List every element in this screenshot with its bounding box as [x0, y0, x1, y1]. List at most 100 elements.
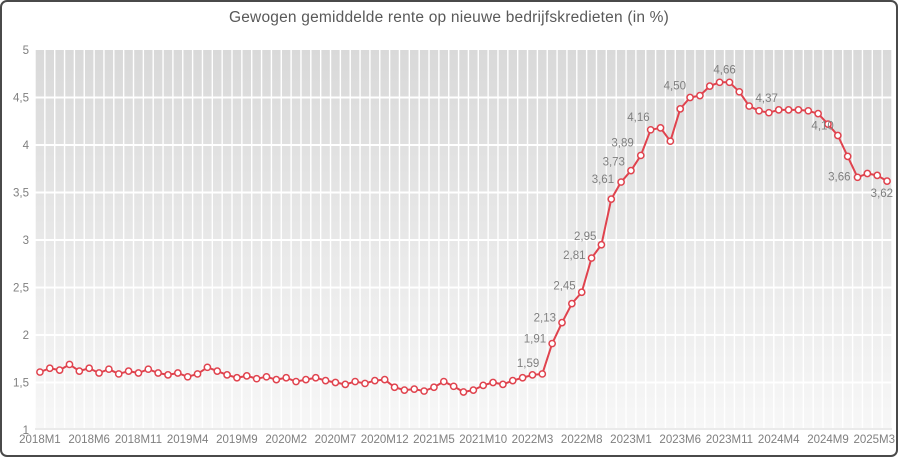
data-point-marker [469, 386, 478, 394]
x-axis-tick-label: 2023M11 [706, 434, 753, 446]
data-point-marker [499, 380, 507, 389]
data-point-marker [311, 373, 320, 382]
data-point-marker [410, 385, 419, 393]
data-point-marker [755, 106, 763, 115]
data-point-marker [646, 125, 655, 134]
data-point-marker [449, 382, 458, 391]
data-point-marker [361, 379, 369, 388]
data-point-marker [164, 371, 172, 379]
data-point-marker [508, 376, 517, 385]
data-point-label: 4,66 [713, 64, 735, 76]
x-axis-tick-label: 2022M3 [512, 434, 554, 446]
data-point-marker [203, 363, 212, 372]
data-point-marker [528, 371, 537, 379]
data-point-marker [489, 378, 497, 387]
data-point-label: 1,59 [517, 358, 539, 370]
data-point-label: 3,66 [828, 171, 850, 183]
y-axis-tick-label: 2,5 [13, 283, 29, 295]
x-axis-tick-label: 2021M5 [413, 434, 455, 446]
y-axis-tick-label: 1 [23, 425, 29, 437]
data-point-marker [321, 376, 330, 385]
data-point-marker [873, 171, 882, 180]
data-point-marker [666, 137, 675, 146]
y-axis-tick-label: 3 [23, 235, 29, 247]
data-point-label: 3,62 [871, 188, 893, 200]
data-point-marker [607, 195, 616, 203]
data-point-marker [233, 373, 241, 382]
data-point-marker [45, 364, 54, 373]
x-axis-tick-label: 2018M1 [19, 434, 61, 446]
data-point-marker [430, 383, 438, 392]
data-point-marker [568, 299, 576, 308]
data-point-label: 4,10 [811, 121, 833, 133]
data-point-marker [370, 376, 379, 385]
data-point-marker [105, 365, 113, 374]
data-point-marker [853, 173, 862, 182]
data-point-marker [242, 372, 251, 380]
data-point-marker [518, 373, 527, 382]
data-point-marker [696, 91, 704, 100]
data-point-marker [538, 370, 547, 378]
x-axis-tick-label: 2021M10 [459, 434, 507, 446]
data-point-marker [725, 78, 734, 87]
x-axis-tick-label: 2018M6 [68, 434, 110, 446]
x-axis-tick-label: 2019M4 [167, 434, 209, 446]
data-point-marker [55, 366, 64, 374]
data-point-marker [36, 368, 44, 376]
data-point-label: 4,37 [756, 93, 778, 105]
data-point-marker [124, 367, 133, 375]
data-point-marker [380, 375, 389, 384]
x-axis-tick-label: 2019M9 [216, 434, 258, 446]
x-axis-tick-label: 2023M6 [659, 434, 701, 446]
data-point-marker [794, 106, 803, 114]
data-point-marker [774, 106, 783, 114]
data-point-marker [193, 370, 202, 378]
data-point-marker [833, 131, 842, 140]
data-point-marker [85, 364, 94, 373]
data-point-marker [814, 109, 822, 118]
data-point-marker [183, 372, 192, 381]
data-point-marker [439, 377, 448, 386]
data-point-marker [351, 377, 359, 386]
data-point-marker [715, 78, 724, 87]
x-axis-tick-label: 2020M7 [315, 434, 357, 446]
data-point-label: 2,81 [563, 250, 585, 262]
data-point-label: 2,95 [574, 231, 596, 243]
data-point-label: 2,45 [553, 280, 575, 292]
data-point-marker [252, 374, 261, 383]
data-point-marker [154, 369, 162, 377]
data-point-marker [331, 378, 340, 387]
data-point-marker [223, 371, 231, 379]
data-point-marker [784, 106, 793, 114]
chart-title: Gewogen gemiddelde rente op nieuwe bedri… [228, 9, 670, 26]
data-point-marker [262, 372, 271, 381]
data-point-marker [341, 380, 350, 389]
data-point-label: 4,50 [664, 81, 686, 93]
x-axis-tick-label: 2020M2 [265, 434, 307, 446]
x-axis-tick-label: 2025M3 [853, 434, 895, 446]
y-axis-tick-label: 4 [23, 140, 30, 152]
data-point-marker [75, 367, 84, 375]
data-point-label: 3,61 [592, 174, 614, 186]
data-point-marker [705, 82, 714, 90]
x-axis-tick-label: 2022M8 [561, 434, 603, 446]
data-point-marker [597, 240, 606, 249]
data-point-marker [577, 288, 586, 297]
data-point-label: 4,16 [627, 112, 649, 124]
data-point-marker [676, 105, 685, 113]
data-point-marker [548, 339, 557, 348]
y-axis-tick-label: 5 [23, 45, 29, 57]
data-point-marker [627, 166, 635, 175]
x-axis-tick-label: 2023M1 [610, 434, 652, 446]
data-point-marker [686, 93, 694, 102]
data-point-marker [883, 177, 891, 185]
data-point-marker [617, 178, 625, 186]
y-axis-tick-label: 2 [23, 330, 29, 342]
data-point-marker [479, 381, 488, 390]
data-point-label: 3,89 [611, 137, 633, 149]
data-point-marker [863, 169, 872, 178]
data-point-marker [459, 388, 468, 396]
data-point-marker [735, 87, 744, 96]
data-point-marker [558, 318, 566, 327]
